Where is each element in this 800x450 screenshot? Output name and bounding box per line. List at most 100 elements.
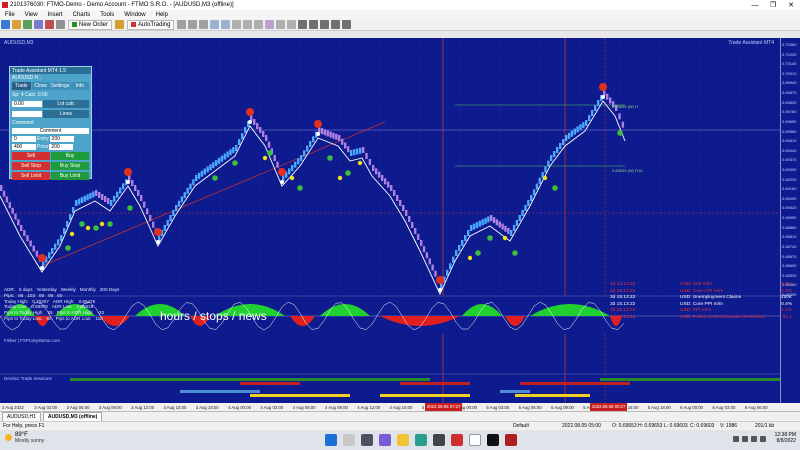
horizontal-line-icon[interactable]	[320, 20, 330, 29]
lot-calc-button[interactable]: Lot calc	[43, 100, 89, 108]
new-chart-icon[interactable]	[1, 20, 10, 29]
metatrader-icon[interactable]	[505, 434, 517, 446]
lines-button[interactable]: Lines	[43, 110, 89, 118]
buy-stop-button[interactable]: Buy Stop	[51, 162, 89, 170]
sell-limit-button[interactable]: Sell Limit	[12, 172, 50, 180]
price-axis[interactable]: 0.70360 0.70230 0.70140 0.70010 0.69940 0.698…	[780, 38, 800, 403]
chevron-up-icon[interactable]	[733, 436, 739, 442]
templates-icon[interactable]	[287, 20, 297, 29]
sell-stop-button[interactable]: Sell Stop	[12, 162, 50, 170]
file-explorer-icon[interactable]	[397, 434, 409, 446]
signal-arrow	[601, 95, 605, 99]
search-icon[interactable]	[343, 434, 355, 446]
panel-header[interactable]: Trade Assistant MT4 1.5	[10, 67, 91, 74]
price-bar	[375, 168, 378, 175]
candle-chart-icon[interactable]	[188, 20, 198, 29]
news-a: 1.3%	[781, 282, 792, 287]
news-item[interactable]: 3d 15:13:22 USD: Core CPI m/m 0.3%0.6%	[610, 289, 800, 296]
risk-pct-input[interactable]: 0.00	[12, 101, 42, 107]
comment-input[interactable]: Comment	[12, 128, 89, 134]
tab-close[interactable]: Close	[31, 82, 50, 90]
maximize-button[interactable]: ❐	[769, 2, 777, 9]
profiles-icon[interactable]	[12, 20, 21, 29]
bar-chart-icon[interactable]	[177, 20, 187, 29]
tab-settings[interactable]: Settings	[51, 82, 70, 90]
zoom-in-icon[interactable]	[210, 20, 220, 29]
navigator-icon[interactable]	[34, 20, 43, 29]
news-item[interactable]: 3d 13:13:52 USD: ISM mfm 1.3%0.2%	[610, 282, 800, 289]
close-button[interactable]: ✕	[788, 2, 794, 9]
price-bar	[475, 222, 479, 229]
indicators-icon[interactable]	[265, 20, 275, 29]
vertical-line-icon[interactable]	[309, 20, 319, 29]
time-axis[interactable]	[0, 403, 800, 411]
buy-button[interactable]: Buy	[51, 152, 89, 160]
meta-editor-icon[interactable]	[115, 20, 125, 29]
stats-row: Pips: 86 103 86 86 80	[4, 293, 119, 299]
sl-input[interactable]: 0	[12, 136, 36, 142]
news-item[interactable]: 3d 15:13:22 USD: Core PPI m/m 0.4%0.4%	[610, 302, 800, 309]
tab-info[interactable]: Info	[70, 82, 89, 90]
trendline-icon[interactable]	[331, 20, 341, 29]
stats-cell: Today High:	[4, 298, 29, 304]
news-time: 3d 15:13:22	[610, 288, 636, 294]
price-bar	[235, 145, 238, 151]
tile-windows-icon[interactable]	[232, 20, 242, 29]
weather-widget[interactable]: 89°F Mostly sunny	[5, 432, 44, 444]
menu-file[interactable]: File	[5, 11, 15, 18]
price-bar	[359, 147, 362, 154]
new-order-button[interactable]: New Order	[68, 19, 113, 30]
terminal-icon[interactable]	[45, 20, 54, 29]
tradingview-icon[interactable]	[487, 434, 499, 446]
market-watch-icon[interactable]	[23, 20, 32, 29]
edge-icon[interactable]	[415, 434, 427, 446]
lot-input[interactable]	[12, 111, 42, 117]
zoom-out-icon[interactable]	[221, 20, 231, 29]
autotrading-button[interactable]: AutoTrading	[127, 19, 175, 30]
sell-button[interactable]: Sell	[12, 152, 50, 160]
price-bar	[256, 123, 259, 129]
store-icon[interactable]	[433, 434, 445, 446]
text-tool-icon[interactable]	[342, 20, 352, 29]
price-chart[interactable]: AUDUSD,M3 Trade Assistant MT4 0.69699 (W…	[0, 38, 780, 403]
news-item[interactable]: 3d 15:13:22 USD: PPI m/m 1.1%0.7%	[610, 308, 800, 315]
start-icon[interactable]	[325, 434, 337, 446]
autoscroll-icon[interactable]	[243, 20, 253, 29]
opera-icon[interactable]	[451, 434, 463, 446]
periods-icon[interactable]	[276, 20, 286, 29]
price-tick: 0.68740	[782, 243, 797, 249]
menu-insert[interactable]: Insert	[47, 11, 63, 18]
tester-icon[interactable]	[56, 20, 65, 29]
task-view-icon[interactable]	[361, 434, 373, 446]
trade-assistant-label: Trade Assistant MT4	[728, 40, 774, 46]
menu-help[interactable]: Help	[155, 11, 168, 18]
tp-input[interactable]: 400	[12, 144, 36, 150]
entry-input[interactable]: 200	[49, 136, 74, 142]
price-input[interactable]: 200	[49, 144, 74, 150]
menu-charts[interactable]: Charts	[72, 11, 91, 18]
price-bar	[381, 175, 384, 181]
teams-icon[interactable]	[379, 434, 391, 446]
buy-limit-button[interactable]: Buy Limit	[51, 172, 89, 180]
price-label: Price	[37, 144, 49, 150]
menu-view[interactable]: View	[24, 11, 38, 18]
tab-audusd-h1[interactable]: AUDUSD,H1	[2, 411, 41, 422]
volume-icon[interactable]	[751, 436, 757, 442]
battery-icon[interactable]	[760, 436, 766, 442]
tab-trade[interactable]: Trade	[12, 82, 31, 90]
menu-tools[interactable]: Tools	[100, 11, 115, 18]
price-bar	[300, 155, 303, 161]
clock[interactable]: 12:38 PM 8/8/2022	[775, 432, 796, 444]
news-item[interactable]: 3d 15:13:22 USD: Unemployment Claims 250K2…	[610, 295, 800, 302]
chrome-icon[interactable]	[469, 434, 481, 446]
news-item[interactable]: 4d 17:13:22 USD: Prelim UoM Consumer Sent…	[610, 315, 800, 322]
chart-shift-icon[interactable]	[254, 20, 264, 29]
menu-window[interactable]: Window	[124, 11, 146, 18]
price-bar	[200, 170, 204, 177]
wifi-icon[interactable]	[742, 436, 748, 442]
minimize-button[interactable]: —	[751, 1, 759, 9]
line-chart-icon[interactable]	[199, 20, 209, 29]
tab-audusd-m3[interactable]: AUDUSD,M3 (offline)	[42, 411, 103, 422]
price-bar	[318, 127, 321, 133]
crosshair-icon[interactable]	[298, 20, 308, 29]
